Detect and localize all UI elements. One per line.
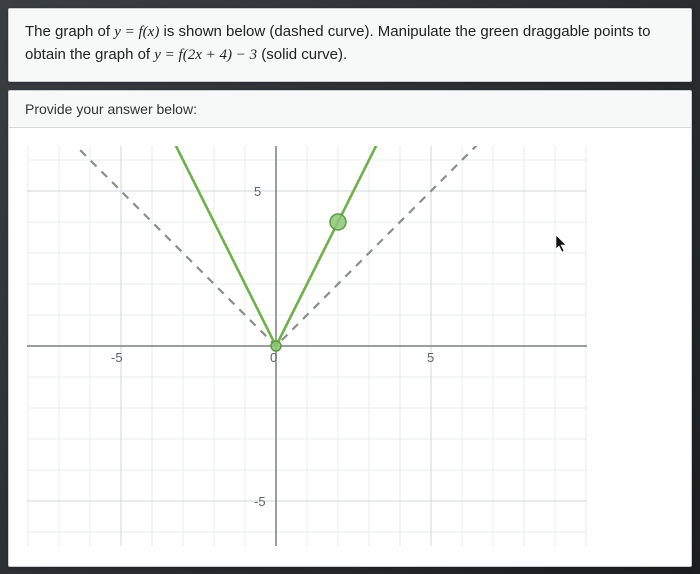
answer-body: -5 0 5 5 -5 [9, 128, 691, 566]
axis-tick-y: -5 [254, 494, 266, 509]
question-text-2b: (solid curve). [257, 46, 347, 63]
axis-tick-x: 5 [427, 350, 434, 365]
axis-tick-x: 0 [270, 350, 277, 365]
drag-point-0[interactable] [271, 341, 281, 351]
question-eq-2: y = f(2x + 4) − 3 [154, 47, 257, 63]
question-text-1b: is shown below (dashed curve). Manipulat… [159, 23, 650, 40]
question-text-2a: obtain the graph of [25, 46, 154, 63]
question-text-1a: The graph of [25, 23, 114, 40]
answer-card: Provide your answer below: -5 0 5 5 -5 [8, 90, 692, 567]
axis-tick-y: 5 [254, 184, 261, 199]
question-eq-1: y = f(x) [114, 24, 159, 40]
coordinate-graph[interactable]: -5 0 5 5 -5 [27, 146, 587, 546]
question-card: The graph of y = f(x) is shown below (da… [8, 8, 692, 82]
answer-prompt: Provide your answer below: [9, 91, 691, 128]
axis-tick-x: -5 [111, 350, 123, 365]
graph-area[interactable]: -5 0 5 5 -5 [27, 146, 587, 546]
drag-point-1[interactable] [330, 214, 346, 230]
